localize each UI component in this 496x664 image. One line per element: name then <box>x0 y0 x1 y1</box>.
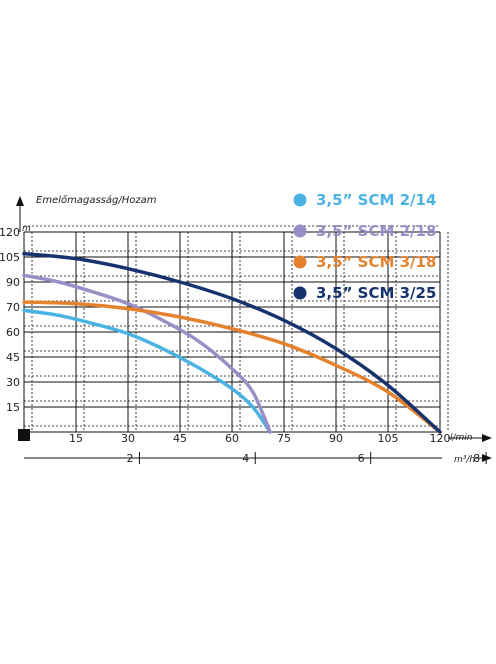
x-tick-label: 75 <box>277 432 291 445</box>
x2-axis-unit: m³/h <box>454 455 475 465</box>
x-tick-label: 90 <box>329 432 343 445</box>
series-line-3 <box>22 251 442 434</box>
legend-marker <box>293 286 307 300</box>
x2-tick-label: 4 <box>242 452 249 465</box>
y-tick-label: 60 <box>6 326 20 339</box>
y-axis-unit: m <box>22 224 31 234</box>
legend-marker <box>293 193 307 207</box>
legend-label: 3,5” SCM 2/14 <box>316 191 436 209</box>
legend-marker <box>293 224 307 238</box>
x2-tick-label: 2 <box>126 452 133 465</box>
legend-label: 3,5” SCM 3/18 <box>316 253 436 271</box>
legend-label: 3,5” SCM 2/18 <box>316 222 436 240</box>
y-tick-label: 120 <box>0 226 20 239</box>
legend-marker <box>293 255 307 269</box>
x2-axis-arrowhead <box>482 454 492 462</box>
y-tick-label: 70 <box>6 301 20 314</box>
series-line-0 <box>22 308 272 434</box>
x-tick-label: 60 <box>225 432 239 445</box>
x-tick-label: 45 <box>173 432 187 445</box>
legend-label: 3,5” SCM 3/25 <box>316 284 436 302</box>
y-tick-label: 30 <box>6 376 20 389</box>
y-axis-title: Emelőmagasság/Hozam <box>36 194 157 206</box>
y-tick-label: 45 <box>6 351 20 364</box>
x2-tick-label: 8 <box>473 452 480 465</box>
y-tick-label: 90 <box>6 276 20 289</box>
y-tick-label: 105 <box>0 251 20 264</box>
series-line-1 <box>22 273 272 434</box>
x2-tick-label: 6 <box>358 452 365 465</box>
x-tick-label: 120 <box>430 432 451 445</box>
x-tick-label: 105 <box>378 432 399 445</box>
x-axis-arrowhead <box>482 434 492 442</box>
series-line-2 <box>22 300 442 434</box>
y-tick-label: 15 <box>6 401 20 414</box>
y-axis-arrowhead <box>16 196 24 206</box>
x-tick-label: 30 <box>121 432 135 445</box>
x-tick-label: 15 <box>69 432 83 445</box>
